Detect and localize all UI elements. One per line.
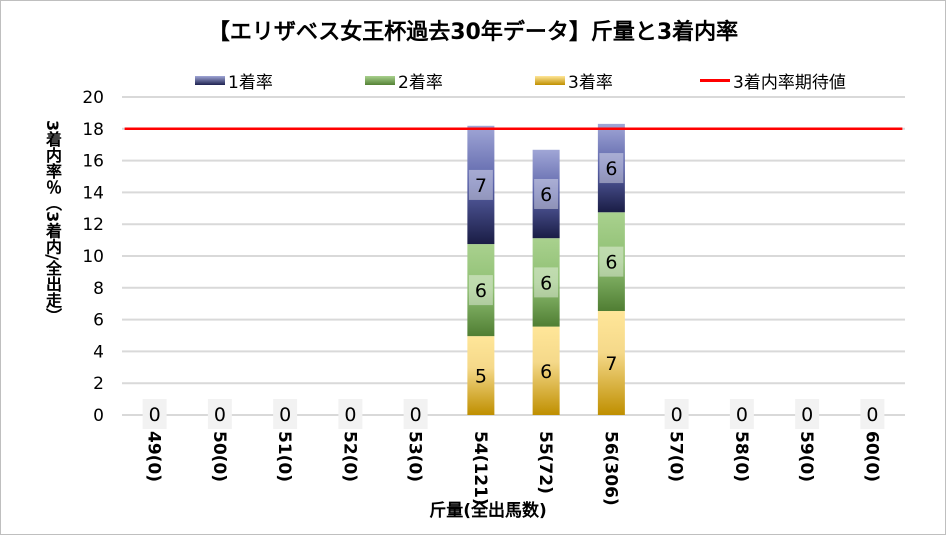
- data-label-bg: [338, 399, 363, 429]
- data-label: 0: [736, 404, 748, 426]
- x-tick-label: 52(0): [339, 431, 359, 482]
- bar-segment-1着率: [467, 125, 495, 245]
- data-label-bg: [534, 178, 559, 209]
- data-label-bg: [207, 399, 232, 429]
- data-label-bg: [599, 153, 624, 184]
- bar-segment-3着率: [532, 326, 560, 415]
- legend-swatch-2nd: [365, 76, 395, 85]
- y-tick-label: 4: [93, 342, 104, 362]
- legend-item-1st: 1着率: [195, 68, 365, 93]
- data-label: 0: [344, 404, 356, 426]
- y-tick-label: 14: [82, 183, 104, 203]
- y-axis-title: 3着内率％（3着内/全出走）: [43, 120, 62, 325]
- data-label-bg: [599, 246, 624, 277]
- data-label-bg: [729, 399, 754, 429]
- legend-label: 3着内率期待値: [733, 73, 846, 93]
- data-label: 6: [540, 184, 552, 206]
- data-label: 0: [410, 404, 422, 426]
- y-tick-label: 8: [93, 279, 104, 299]
- x-tick-label: 60(0): [861, 431, 881, 482]
- data-label: 6: [605, 252, 617, 274]
- data-label: 7: [475, 175, 487, 197]
- data-label: 5: [475, 366, 487, 388]
- y-tick-label: 18: [82, 120, 104, 140]
- bar-segment-1着率: [532, 149, 560, 239]
- data-label-bg: [664, 399, 689, 429]
- x-tick-label: 53(0): [405, 431, 425, 482]
- legend-label: 3着率: [568, 73, 613, 93]
- legend-label: 1着率: [228, 73, 273, 93]
- y-tick-label: 6: [93, 311, 104, 331]
- bar-segment-3着率: [597, 311, 625, 415]
- data-label: 0: [866, 404, 878, 426]
- x-tick-label: 50(0): [209, 431, 229, 482]
- bar-segment-1着率: [597, 123, 625, 213]
- x-tick-label: 56(306): [600, 431, 620, 506]
- x-axis-title: 斤量(全出馬数): [429, 501, 547, 521]
- bar-segment-2着率: [532, 238, 560, 327]
- y-tick-label: 16: [82, 152, 104, 172]
- legend-swatch-expected: [700, 79, 730, 82]
- data-label: 0: [149, 404, 161, 426]
- data-label: 0: [801, 404, 813, 426]
- legend: 1着率 2着率 3着率 3着内率期待値: [195, 68, 846, 93]
- x-tick-label: 49(0): [144, 431, 164, 482]
- x-tick-label: 55(72): [535, 431, 555, 494]
- data-label: 6: [540, 361, 552, 383]
- legend-item-2nd: 2着率: [365, 68, 535, 93]
- data-label: 7: [605, 353, 617, 375]
- data-label: 6: [605, 158, 617, 180]
- data-label: 0: [279, 404, 291, 426]
- data-label-bg: [403, 399, 428, 429]
- data-label: 6: [540, 272, 552, 294]
- legend-label: 2着率: [398, 73, 443, 93]
- x-tick-label: 59(0): [796, 431, 816, 482]
- bar-segment-2着率: [467, 244, 495, 337]
- data-label-bg: [468, 275, 493, 306]
- x-tick-label: 51(0): [274, 431, 294, 482]
- data-label-bg: [860, 399, 885, 429]
- data-label-bg: [142, 399, 167, 429]
- chart-title: 【エリザベス女王杯過去30年データ】斤量と3着内率: [207, 20, 739, 45]
- data-label-bg: [273, 399, 298, 429]
- data-label: 0: [214, 404, 226, 426]
- bar-segment-2着率: [597, 212, 625, 312]
- y-tick-label: 12: [82, 215, 104, 235]
- y-tick-label: 20: [82, 88, 104, 108]
- bar-segment-3着率: [467, 336, 495, 415]
- x-tick-label: 57(0): [666, 431, 686, 482]
- x-tick-label: 58(0): [731, 431, 751, 482]
- legend-swatch-3rd: [535, 76, 565, 85]
- legend-swatch-1st: [195, 76, 225, 85]
- x-tick-label: 54(121): [470, 431, 490, 506]
- data-label: 0: [671, 404, 683, 426]
- data-label: 6: [475, 280, 487, 302]
- data-label-bg: [534, 267, 559, 298]
- y-tick-label: 0: [93, 406, 104, 426]
- data-label-bg: [795, 399, 820, 429]
- data-label-bg: [468, 169, 493, 200]
- legend-item-expected: 3着内率期待値: [700, 68, 846, 93]
- y-tick-label: 2: [93, 374, 104, 394]
- legend-item-3rd: 3着率: [535, 68, 700, 93]
- y-tick-label: 10: [82, 247, 104, 267]
